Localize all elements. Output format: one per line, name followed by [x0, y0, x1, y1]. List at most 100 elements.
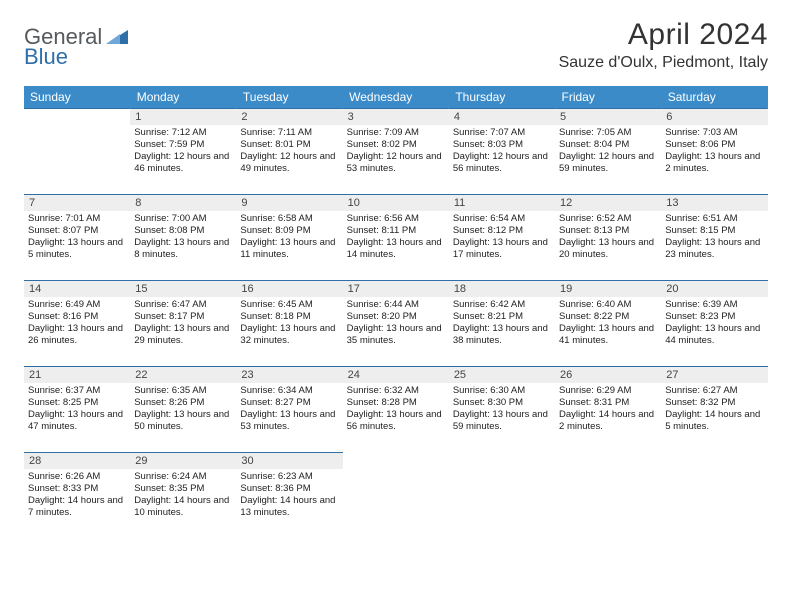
sunset-text: Sunset: 8:08 PM [134, 225, 232, 237]
sunset-text: Sunset: 8:07 PM [28, 225, 126, 237]
sunrise-text: Sunrise: 6:29 AM [559, 385, 657, 397]
sunset-text: Sunset: 8:01 PM [240, 139, 338, 151]
sunrise-text: Sunrise: 6:54 AM [453, 213, 551, 225]
title-block: April 2024 Sauze d'Oulx, Piedmont, Italy [559, 18, 768, 72]
day-details: Sunrise: 6:30 AMSunset: 8:30 PMDaylight:… [449, 383, 555, 436]
dayname-friday: Friday [555, 86, 661, 109]
calendar-cell: 7Sunrise: 7:01 AMSunset: 8:07 PMDaylight… [24, 195, 130, 281]
day-number: 26 [555, 367, 661, 383]
daylight-text: Daylight: 13 hours and 20 minutes. [559, 237, 657, 261]
calendar-cell: 9Sunrise: 6:58 AMSunset: 8:09 PMDaylight… [236, 195, 342, 281]
daylight-text: Daylight: 12 hours and 56 minutes. [453, 151, 551, 175]
day-number: 24 [343, 367, 449, 383]
calendar-week-row: 7Sunrise: 7:01 AMSunset: 8:07 PMDaylight… [24, 195, 768, 281]
day-number: 25 [449, 367, 555, 383]
daylight-text: Daylight: 13 hours and 14 minutes. [347, 237, 445, 261]
day-number: 1 [130, 109, 236, 125]
sunrise-text: Sunrise: 7:03 AM [665, 127, 763, 139]
sunrise-text: Sunrise: 7:09 AM [347, 127, 445, 139]
logo-blue-line: Blue [24, 44, 68, 70]
calendar-cell: 17Sunrise: 6:44 AMSunset: 8:20 PMDayligh… [343, 281, 449, 367]
sunrise-text: Sunrise: 6:56 AM [347, 213, 445, 225]
day-number: 18 [449, 281, 555, 297]
sunrise-text: Sunrise: 6:23 AM [240, 471, 338, 483]
day-number: 2 [236, 109, 342, 125]
calendar-cell: 21Sunrise: 6:37 AMSunset: 8:25 PMDayligh… [24, 367, 130, 453]
logo-text-blue: Blue [24, 44, 68, 69]
sunrise-text: Sunrise: 6:51 AM [665, 213, 763, 225]
sunrise-text: Sunrise: 6:45 AM [240, 299, 338, 311]
sunset-text: Sunset: 8:13 PM [559, 225, 657, 237]
sunrise-text: Sunrise: 6:26 AM [28, 471, 126, 483]
dayname-saturday: Saturday [661, 86, 767, 109]
sunrise-text: Sunrise: 6:40 AM [559, 299, 657, 311]
day-details: Sunrise: 6:52 AMSunset: 8:13 PMDaylight:… [555, 211, 661, 264]
calendar-cell: 4Sunrise: 7:07 AMSunset: 8:03 PMDaylight… [449, 109, 555, 195]
day-number: 23 [236, 367, 342, 383]
day-number: 7 [24, 195, 130, 211]
day-details: Sunrise: 7:03 AMSunset: 8:06 PMDaylight:… [661, 125, 767, 178]
day-details: Sunrise: 6:24 AMSunset: 8:35 PMDaylight:… [130, 469, 236, 522]
day-details: Sunrise: 7:09 AMSunset: 8:02 PMDaylight:… [343, 125, 449, 178]
daylight-text: Daylight: 13 hours and 44 minutes. [665, 323, 763, 347]
calendar-cell: . [555, 453, 661, 539]
sunset-text: Sunset: 8:09 PM [240, 225, 338, 237]
day-number: 8 [130, 195, 236, 211]
daylight-text: Daylight: 14 hours and 13 minutes. [240, 495, 338, 519]
day-details: Sunrise: 7:05 AMSunset: 8:04 PMDaylight:… [555, 125, 661, 178]
sunrise-text: Sunrise: 6:42 AM [453, 299, 551, 311]
daylight-text: Daylight: 12 hours and 53 minutes. [347, 151, 445, 175]
sunrise-text: Sunrise: 6:37 AM [28, 385, 126, 397]
day-details: Sunrise: 7:12 AMSunset: 7:59 PMDaylight:… [130, 125, 236, 178]
page-header: General April 2024 Sauze d'Oulx, Piedmon… [0, 0, 792, 80]
calendar-cell: 27Sunrise: 6:27 AMSunset: 8:32 PMDayligh… [661, 367, 767, 453]
calendar-cell: . [661, 453, 767, 539]
day-number: 6 [661, 109, 767, 125]
calendar-cell: 20Sunrise: 6:39 AMSunset: 8:23 PMDayligh… [661, 281, 767, 367]
day-number: 27 [661, 367, 767, 383]
sunrise-text: Sunrise: 6:34 AM [240, 385, 338, 397]
calendar-cell: 24Sunrise: 6:32 AMSunset: 8:28 PMDayligh… [343, 367, 449, 453]
calendar-cell: 22Sunrise: 6:35 AMSunset: 8:26 PMDayligh… [130, 367, 236, 453]
sunset-text: Sunset: 8:21 PM [453, 311, 551, 323]
sunset-text: Sunset: 7:59 PM [134, 139, 232, 151]
sunset-text: Sunset: 8:23 PM [665, 311, 763, 323]
calendar-cell: 14Sunrise: 6:49 AMSunset: 8:16 PMDayligh… [24, 281, 130, 367]
sunrise-text: Sunrise: 6:27 AM [665, 385, 763, 397]
day-number: 11 [449, 195, 555, 211]
day-number: 16 [236, 281, 342, 297]
day-details: Sunrise: 6:47 AMSunset: 8:17 PMDaylight:… [130, 297, 236, 350]
day-details: Sunrise: 6:34 AMSunset: 8:27 PMDaylight:… [236, 383, 342, 436]
day-number: 12 [555, 195, 661, 211]
sunset-text: Sunset: 8:04 PM [559, 139, 657, 151]
dayname-monday: Monday [130, 86, 236, 109]
day-details: Sunrise: 6:54 AMSunset: 8:12 PMDaylight:… [449, 211, 555, 264]
daylight-text: Daylight: 13 hours and 17 minutes. [453, 237, 551, 261]
daylight-text: Daylight: 13 hours and 26 minutes. [28, 323, 126, 347]
calendar-cell: 29Sunrise: 6:24 AMSunset: 8:35 PMDayligh… [130, 453, 236, 539]
day-details: Sunrise: 6:32 AMSunset: 8:28 PMDaylight:… [343, 383, 449, 436]
sunset-text: Sunset: 8:33 PM [28, 483, 126, 495]
day-number: 4 [449, 109, 555, 125]
daylight-text: Daylight: 14 hours and 7 minutes. [28, 495, 126, 519]
sunrise-text: Sunrise: 6:44 AM [347, 299, 445, 311]
calendar-cell: 10Sunrise: 6:56 AMSunset: 8:11 PMDayligh… [343, 195, 449, 281]
calendar-cell: 2Sunrise: 7:11 AMSunset: 8:01 PMDaylight… [236, 109, 342, 195]
sunset-text: Sunset: 8:28 PM [347, 397, 445, 409]
daylight-text: Daylight: 13 hours and 56 minutes. [347, 409, 445, 433]
sunset-text: Sunset: 8:11 PM [347, 225, 445, 237]
daylight-text: Daylight: 13 hours and 50 minutes. [134, 409, 232, 433]
day-number: 28 [24, 453, 130, 469]
dayname-thursday: Thursday [449, 86, 555, 109]
day-number: 5 [555, 109, 661, 125]
day-details: Sunrise: 6:40 AMSunset: 8:22 PMDaylight:… [555, 297, 661, 350]
sunset-text: Sunset: 8:22 PM [559, 311, 657, 323]
day-number: 22 [130, 367, 236, 383]
day-number: 19 [555, 281, 661, 297]
sunrise-text: Sunrise: 7:00 AM [134, 213, 232, 225]
day-details: Sunrise: 7:00 AMSunset: 8:08 PMDaylight:… [130, 211, 236, 264]
dayname-sunday: Sunday [24, 86, 130, 109]
sunrise-text: Sunrise: 7:05 AM [559, 127, 657, 139]
daylight-text: Daylight: 13 hours and 47 minutes. [28, 409, 126, 433]
sunset-text: Sunset: 8:02 PM [347, 139, 445, 151]
